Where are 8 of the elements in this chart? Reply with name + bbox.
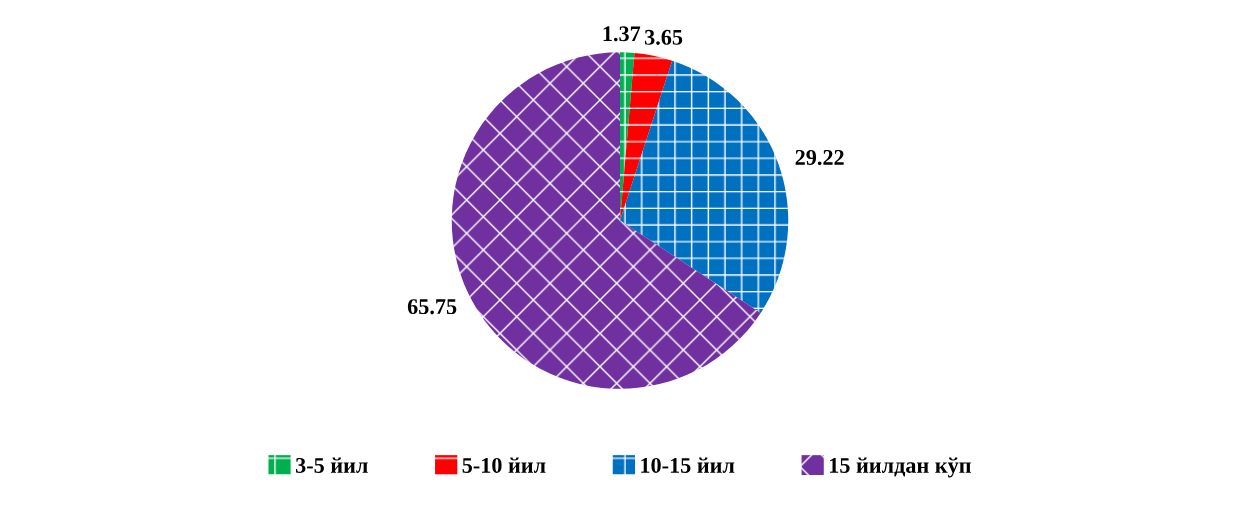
data-label: 1.37 (603, 26, 641, 42)
data-label: 65.75 (407, 299, 457, 315)
legend-label: 15 йилдан кўп (830, 457, 971, 478)
legend-label: 10-15 йил (641, 457, 735, 473)
legend-label: 3-5 йил (295, 457, 368, 473)
data-label: 3.65 (644, 29, 683, 45)
legend-label: 5-10 йил (462, 457, 546, 473)
data-label: 29.22 (795, 149, 844, 165)
